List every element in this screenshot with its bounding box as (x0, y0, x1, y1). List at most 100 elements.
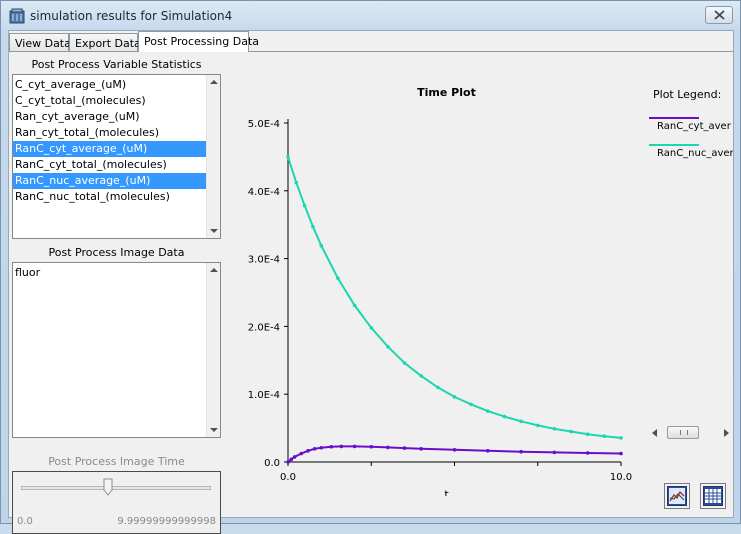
data-point (436, 385, 440, 390)
data-point (419, 374, 423, 378)
data-point (602, 434, 607, 439)
list-item[interactable]: Ran_cyt_total_(molecules) (15, 126, 160, 139)
data-point (319, 445, 324, 450)
y-tick-label: 3.0E-4 (248, 255, 280, 266)
data-point (292, 455, 297, 459)
image-data-list[interactable]: fluor (12, 262, 221, 438)
image-time-label: Post Process Image Time (48, 455, 185, 468)
data-point (402, 446, 407, 450)
plot-title: Time Plot (417, 86, 476, 99)
plot-legend-title: Plot Legend: (653, 88, 722, 101)
image-data-label: Post Process Image Data (48, 246, 185, 259)
list-item[interactable]: RanC_nuc_total_(molecules) (15, 190, 170, 203)
data-point (312, 446, 317, 451)
data-point (386, 445, 390, 450)
scroll-left-icon[interactable] (652, 429, 658, 437)
list-item[interactable]: Ran_cyt_average_(uM) (15, 110, 140, 123)
data-point (329, 444, 334, 449)
y-tick-label: 2.0E-4 (248, 322, 280, 333)
data-point (452, 395, 457, 399)
list-item[interactable]: fluor (15, 266, 41, 279)
data-point (299, 451, 304, 456)
variables-scrollbar[interactable] (206, 75, 220, 238)
data-point (519, 449, 523, 454)
data-point (369, 444, 374, 449)
slider-min-label: 0.0 (17, 516, 33, 527)
data-point (302, 203, 307, 208)
image-time-slider-panel: 0.0 9.99999999999998 (12, 471, 221, 534)
variables-items: C_cyt_average_(uM) C_cyt_total_(molecule… (13, 77, 206, 205)
data-point (294, 180, 299, 185)
legend-swatch-cyt (649, 117, 699, 119)
scroll-up-icon[interactable] (210, 268, 218, 272)
time-plot: Time Plot 0.0 1.0E-4 2.0E-4 3.0E-4 4.0E-4 5.0E… (248, 86, 632, 496)
legend-label-nuc: RanC_nuc_aver (657, 148, 733, 159)
tab-view-data[interactable]: View Data (9, 33, 71, 52)
x-axis-label: t (444, 488, 449, 496)
data-point (619, 451, 623, 456)
image-time-slider-thumb[interactable] (103, 478, 113, 496)
data-point (619, 436, 623, 440)
client-area: View Data Export Data Post Processing Da… (8, 30, 734, 534)
list-item[interactable]: RanC_nuc_average_(uM) (13, 173, 206, 189)
tab-export-data[interactable]: Export Data (69, 33, 141, 52)
data-point (319, 243, 324, 248)
scroll-up-icon[interactable] (210, 80, 218, 84)
list-item[interactable]: C_cyt_total_(molecules) (15, 94, 146, 107)
data-point (369, 325, 374, 330)
data-point (339, 444, 344, 449)
data-point (469, 402, 473, 407)
data-point (306, 449, 310, 453)
data-point (519, 419, 523, 424)
data-point (569, 429, 573, 434)
x-tick-label: 0.0 (280, 472, 296, 483)
data-point (419, 446, 423, 451)
tab-label: View Data (15, 37, 71, 50)
data-point (286, 460, 290, 464)
list-item[interactable]: RanC_cyt_total_(molecules) (15, 158, 167, 171)
y-tick-label: 5.0E-4 (248, 119, 280, 130)
variables-label: Post Process Variable Statistics (31, 58, 202, 71)
scroll-right-icon[interactable] (724, 429, 730, 437)
window-title: simulation results for Simulation4 (30, 9, 233, 23)
data-point (535, 423, 540, 428)
data-point (552, 450, 557, 455)
data-table-icon (703, 486, 723, 506)
data-point (311, 224, 315, 229)
variables-list[interactable]: C_cyt_average_(uM) C_cyt_total_(molecule… (12, 74, 221, 239)
line-plot-icon (667, 486, 687, 506)
close-icon (714, 10, 725, 20)
tab-post-processing-data[interactable]: Post Processing Data (138, 31, 259, 52)
show-plot-button[interactable] (664, 483, 690, 509)
image-data-scrollbar[interactable] (206, 263, 220, 437)
data-point (386, 344, 390, 349)
y-tick-label: 0.0 (264, 458, 280, 469)
data-point (336, 276, 340, 281)
legend-horizontal-scrollbar[interactable] (649, 425, 733, 441)
data-point (452, 447, 457, 452)
post-processing-panel: Post Process Variable Statistics C_cyt_a… (9, 51, 733, 534)
show-table-button[interactable] (700, 483, 726, 509)
image-time-slider-track[interactable] (21, 486, 211, 490)
title-bar[interactable]: simulation results for Simulation4 (1, 1, 740, 31)
data-point (486, 409, 490, 413)
data-point (486, 449, 490, 453)
list-item[interactable]: C_cyt_average_(uM) (15, 78, 127, 91)
data-point (552, 426, 557, 431)
data-point (289, 457, 294, 462)
scroll-thumb[interactable] (667, 426, 699, 439)
data-point (352, 303, 357, 308)
list-item[interactable]: RanC_cyt_average_(uM) (13, 141, 206, 157)
vcell-app-icon (9, 8, 25, 24)
legend-label-cyt: RanC_cyt_aver (657, 121, 731, 132)
tab-label: Export Data (75, 37, 141, 50)
scroll-down-icon[interactable] (210, 229, 218, 233)
close-button[interactable] (705, 6, 733, 24)
legend-swatch-nuc (649, 144, 699, 146)
y-tick-label: 1.0E-4 (248, 390, 280, 401)
scroll-down-icon[interactable] (210, 428, 218, 432)
slider-max-label: 9.99999999999998 (117, 516, 216, 527)
image-data-items: fluor (13, 265, 206, 281)
data-point (585, 432, 590, 437)
